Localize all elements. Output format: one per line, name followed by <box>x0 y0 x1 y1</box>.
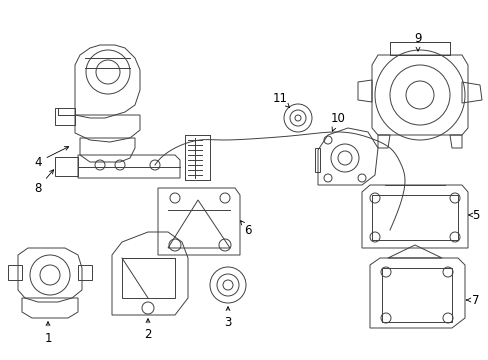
Text: 9: 9 <box>413 32 421 51</box>
Text: 2: 2 <box>144 319 151 342</box>
Text: 1: 1 <box>44 322 52 345</box>
Text: 10: 10 <box>330 112 345 131</box>
Text: 6: 6 <box>240 221 251 237</box>
Text: 11: 11 <box>272 91 289 108</box>
Text: 8: 8 <box>34 170 54 194</box>
Text: 4: 4 <box>34 147 68 168</box>
Text: 5: 5 <box>468 208 479 221</box>
Text: 7: 7 <box>466 293 479 306</box>
Text: 3: 3 <box>224 307 231 328</box>
